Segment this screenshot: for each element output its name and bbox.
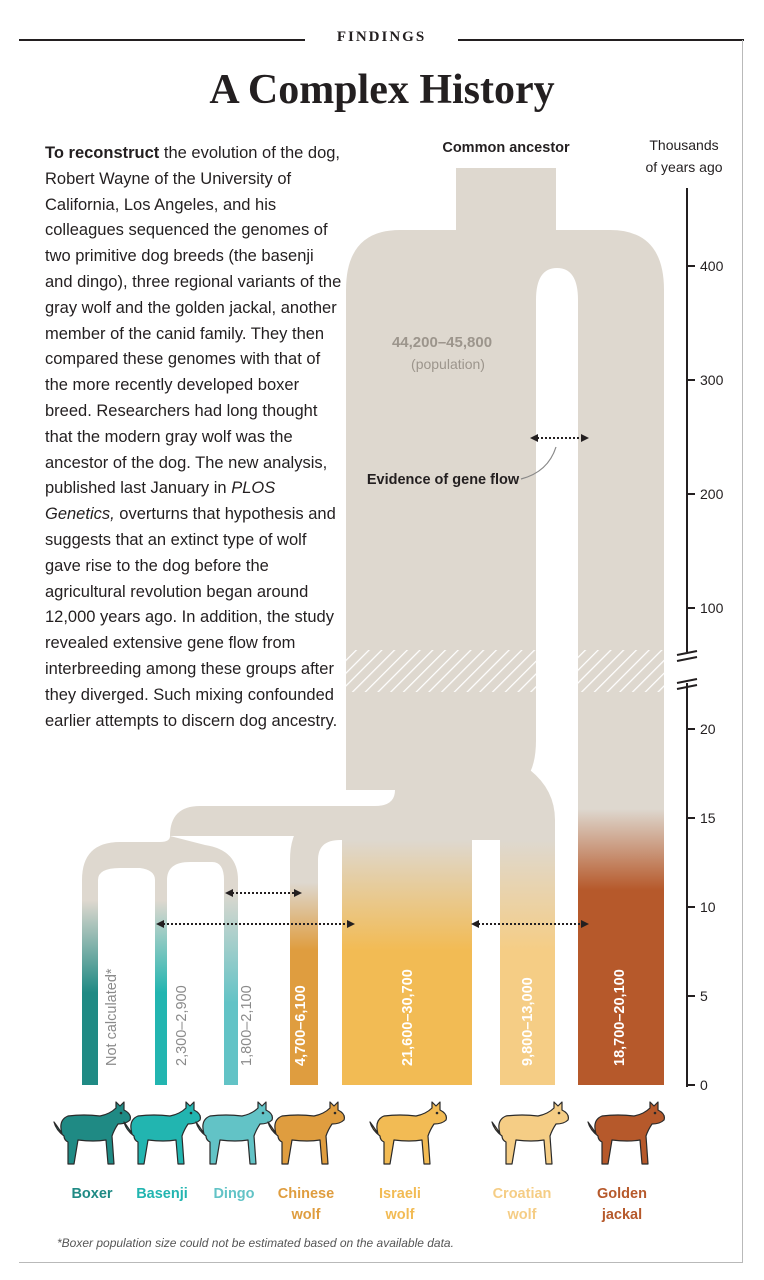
lineage-name-line2: wolf [291,1207,321,1223]
section-label: FINDINGS [336,29,427,45]
axis-break-2 [676,656,698,662]
lineage-bar-golden-jackal [578,760,664,1085]
axis-tick-label: 300 [700,372,724,388]
animal-icons [53,1101,665,1165]
lineage-name-line1: Golden [597,1186,647,1202]
canid-icon [123,1101,201,1165]
canid-icon [369,1101,447,1165]
lineage-name-line2: jackal [601,1207,642,1223]
axis-break-1 [676,650,698,656]
lineage-name-line2: wolf [507,1207,537,1223]
article-lead: To reconstruct [45,144,160,162]
article-journal: PLOS Genetics, [45,479,276,524]
canid-icon [267,1101,345,1165]
lineage-bar-basenji [155,880,167,1085]
lineage-bar-chinese-wolf [290,860,318,1085]
article-text-a: the evolution of the dog, Robert Wayne o… [45,144,342,498]
population-labels: Not calculated* 2,300–2,900 1,800–2,100 4,7… [104,968,628,1066]
lineage-name-line1: Chinese [278,1186,334,1202]
header-rule-left [19,39,305,41]
axis-break-3 [676,678,698,684]
population-label: 18,700–20,100 [612,969,628,1066]
upper-ticks: 400 300 200 100 [687,258,724,616]
lineage-name-line1: Israeli [379,1186,421,1202]
axis-title-line1: Thousands [649,137,718,153]
canid-icon [195,1101,273,1165]
ancestor-population-note: (population) [411,356,485,372]
axis-tick-label: 5 [700,988,708,1004]
population-label: Not calculated* [104,968,120,1066]
population-label: 9,800–13,000 [520,977,536,1066]
lineage-name-line1: Boxer [71,1186,112,1202]
lineage-bar-israeli-wolf [342,840,472,1085]
axis-tick-label: 200 [700,486,724,502]
header-rule-right [458,39,744,41]
axis-tick-label: 15 [700,810,716,826]
gene-flow-label: Evidence of gene flow [367,472,520,488]
common-ancestor-label: Common ancestor [442,140,570,156]
gene-flow-arrows [156,434,589,928]
lineage-bar-croatian-wolf [500,840,555,1085]
lineage-bar-dingo [224,880,238,1085]
axis-title-line2: of years ago [645,159,722,175]
lineage-names: Boxer Basenji Dingo Chinese wolf Israeli wolf C… [71,1186,647,1223]
axis-tick-label: 400 [700,258,724,274]
lineage-bar-boxer [82,880,98,1085]
canid-icon [53,1101,131,1165]
ancestor-population-value: 44,200–45,800 [392,334,492,351]
footnote: *Boxer population size could not be esti… [57,1236,454,1250]
page-title: A Complex History [209,67,555,113]
lineage-name-line1: Croatian [493,1186,552,1202]
gene-flow-leader-line [520,446,557,480]
canid-icon [491,1101,569,1165]
population-label: 21,600–30,700 [400,969,416,1066]
article-text-b: overturns that hypothesis and suggests t… [45,505,338,730]
lower-ticks: 20 15 10 5 0 [687,721,716,1093]
article-text: To reconstruct the evolution of the dog,… [45,141,345,734]
axis-break-4 [676,684,698,690]
population-label: 1,800–2,100 [239,985,255,1066]
lineage-name-line2: wolf [385,1207,415,1223]
axis-tick-label: 20 [700,721,716,737]
canid-icon [587,1101,665,1165]
lineage-name-line1: Dingo [213,1186,254,1202]
population-label: 2,300–2,900 [174,985,190,1066]
axis-tick-label: 0 [700,1077,708,1093]
page-frame [19,40,743,1263]
axis-tick-label: 10 [700,899,716,915]
axis-tick-label: 100 [700,600,724,616]
population-label: 4,700–6,100 [293,985,309,1066]
lineage-name-line1: Basenji [136,1186,188,1202]
